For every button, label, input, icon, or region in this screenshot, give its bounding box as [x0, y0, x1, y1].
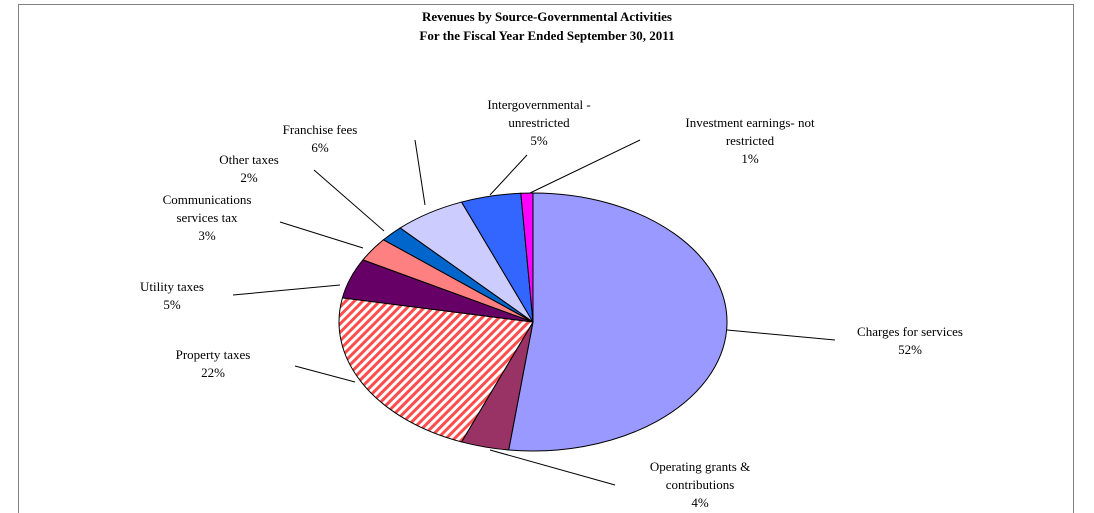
slice-label: Investment earnings- not restricted 1%	[680, 114, 820, 168]
leader-line	[726, 329, 836, 341]
leader-line	[414, 139, 426, 206]
slice-name: Utility taxes	[140, 279, 204, 294]
slice-label: Operating grants & contributions 4%	[625, 458, 775, 512]
slice-name: Communications services tax	[162, 192, 252, 225]
slice-name: Property taxes	[175, 347, 251, 362]
leader-line	[529, 139, 641, 194]
slice-name: Charges for services	[857, 324, 963, 339]
slice-value: 1%	[741, 151, 759, 166]
slice-value: 5%	[530, 133, 548, 148]
chart-title: Revenues by Source-Governmental Activiti…	[422, 9, 672, 24]
pie-slice	[508, 192, 728, 452]
slice-name: Operating grants & contributions	[649, 459, 751, 492]
pie-slice	[520, 192, 534, 323]
chart-subtitle: For the Fiscal Year Ended September 30, …	[419, 28, 675, 43]
slice-label: Communications services tax 3%	[147, 191, 267, 245]
slice-label: Other taxes 2%	[189, 151, 309, 187]
slice-label: Utility taxes 5%	[112, 278, 232, 314]
slice-name: Other taxes	[219, 152, 279, 167]
leader-line	[232, 284, 341, 296]
slice-label: Property taxes 22%	[153, 346, 273, 382]
slice-label: Charges for services 52%	[810, 323, 1010, 359]
slice-name: Investment earnings- not restricted	[685, 115, 815, 148]
slice-value: 2%	[240, 170, 258, 185]
slice-label: Franchise fees 6%	[260, 121, 380, 157]
slice-value: 3%	[198, 228, 216, 243]
slice-value: 52%	[898, 342, 922, 357]
leader-line	[279, 221, 364, 249]
slice-value: 5%	[163, 297, 181, 312]
slice-name: Intergovernmental - unrestricted	[487, 97, 591, 130]
leader-line	[294, 365, 356, 383]
slice-label: Intergovernmental - unrestricted 5%	[474, 96, 604, 150]
slice-value: 22%	[201, 365, 225, 380]
slice-value: 4%	[691, 495, 709, 510]
pie-slice	[338, 297, 534, 443]
leader-line	[313, 169, 385, 232]
slice-name: Franchise fees	[282, 122, 358, 137]
chart-frame	[18, 4, 1074, 513]
leader-line	[489, 449, 616, 486]
leader-line	[489, 154, 528, 196]
slice-value: 6%	[311, 140, 329, 155]
